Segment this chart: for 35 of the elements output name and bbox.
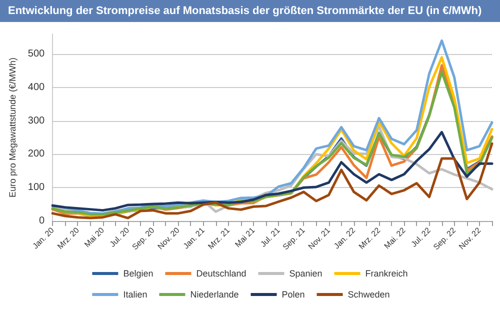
- legend-label: Schweden: [348, 290, 390, 300]
- x-tick-label: Sep. 20: [130, 225, 157, 252]
- x-tick-label: Jan. 22: [332, 225, 358, 251]
- y-tick-label: 100: [28, 182, 46, 194]
- legend-label: Belgien: [123, 268, 154, 278]
- legend-label: Niederlande: [190, 290, 239, 300]
- chart-title: Entwicklung der Strompreise auf Monatsbasis der größten Strommärkte der EU (in €/MWh): [0, 0, 500, 22]
- x-tick-label: Jul. 21: [258, 225, 282, 249]
- legend-label: Frankreich: [365, 268, 408, 278]
- x-tick-label: Mai. 22: [382, 225, 408, 251]
- legend-label: Italien: [123, 290, 148, 300]
- x-tick-label: Mai 21: [233, 225, 258, 250]
- x-tick-label: Nov. 21: [306, 225, 332, 252]
- x-tick-label: Jul. 22: [409, 225, 433, 249]
- legend-label: Deutschland: [196, 268, 246, 278]
- x-tick-label: Nov. 20: [156, 225, 182, 252]
- y-tick-label: 0: [39, 216, 46, 226]
- legend-label: Spanien: [289, 268, 322, 278]
- x-tick-label: Sep. 21: [281, 225, 308, 252]
- line-series: [51, 142, 494, 220]
- y-axis-title: Euro pro Megawattstunde (€/MWh): [8, 57, 18, 198]
- y-tick-label: 300: [28, 115, 46, 126]
- y-tick-label: 400: [28, 82, 46, 93]
- x-tick-label: Mrz. 22: [357, 225, 383, 252]
- x-tick-label: Sep. 22: [432, 225, 458, 252]
- x-tick-label: Jan. 20: [30, 225, 56, 251]
- x-tick-label: Jan. 21: [182, 225, 207, 251]
- y-tick-label: 500: [28, 48, 46, 60]
- x-tick-label: Jul. 20: [108, 225, 132, 249]
- x-tick-label: Nov. 22: [457, 225, 484, 252]
- legend-label: Polen: [282, 290, 305, 300]
- x-tick-label: Mrz. 20: [56, 225, 82, 252]
- x-tick-label: Mai 20: [82, 225, 106, 250]
- x-tick-label: Mrz. 21: [206, 225, 232, 252]
- y-tick-label: 200: [28, 148, 46, 160]
